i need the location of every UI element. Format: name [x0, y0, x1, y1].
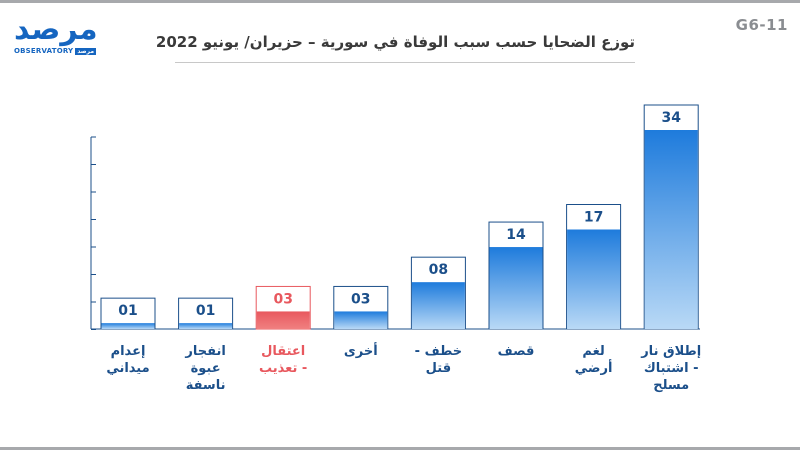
logo-wordmark: مرصد	[14, 12, 99, 47]
bar	[411, 282, 465, 329]
bar	[489, 247, 543, 329]
bar-value-label: 03	[351, 291, 370, 307]
bar	[256, 311, 310, 329]
category-label: اعتقال - تعذيب	[259, 344, 308, 376]
category-label: أخرى	[343, 344, 378, 359]
category-label: إعدام ميداني	[106, 344, 150, 376]
bar	[567, 229, 621, 329]
bar-value-label: 03	[273, 291, 292, 307]
top-frame-rule	[0, 0, 800, 3]
category-label: إطلاق نار - اشتباك مسلح	[641, 344, 702, 393]
bar	[334, 311, 388, 329]
bar	[179, 323, 233, 329]
logo-subtitle: OBSERVATORY مرصد	[14, 47, 97, 55]
logo-subtitle-latin: OBSERVATORY	[14, 47, 74, 55]
chart-code: G6-11	[735, 16, 788, 34]
observatory-logo: مرصد OBSERVATORY مرصد	[14, 14, 99, 58]
bar-value-label: 01	[118, 303, 137, 319]
category-label: لغم أرضي	[574, 344, 613, 376]
chart-title: توزع الضحايا حسب سبب الوفاة في سورية – ح…	[155, 33, 635, 51]
title-underline	[175, 62, 635, 63]
bottom-frame-rule	[0, 447, 800, 450]
logo-subtitle-arabic: مرصد	[75, 48, 97, 55]
bar	[644, 130, 698, 329]
bar-value-label: 01	[196, 303, 215, 319]
bar-value-label: 34	[661, 110, 681, 126]
bar-value-label: 14	[506, 227, 526, 243]
bar-value-label: 08	[429, 262, 448, 278]
category-label: خطف - قتل	[414, 344, 463, 376]
category-label: انفجار عبوة ناسفة	[185, 344, 226, 393]
bar	[101, 323, 155, 329]
bar-value-label: 17	[584, 210, 603, 226]
category-label: قصف	[497, 344, 535, 359]
